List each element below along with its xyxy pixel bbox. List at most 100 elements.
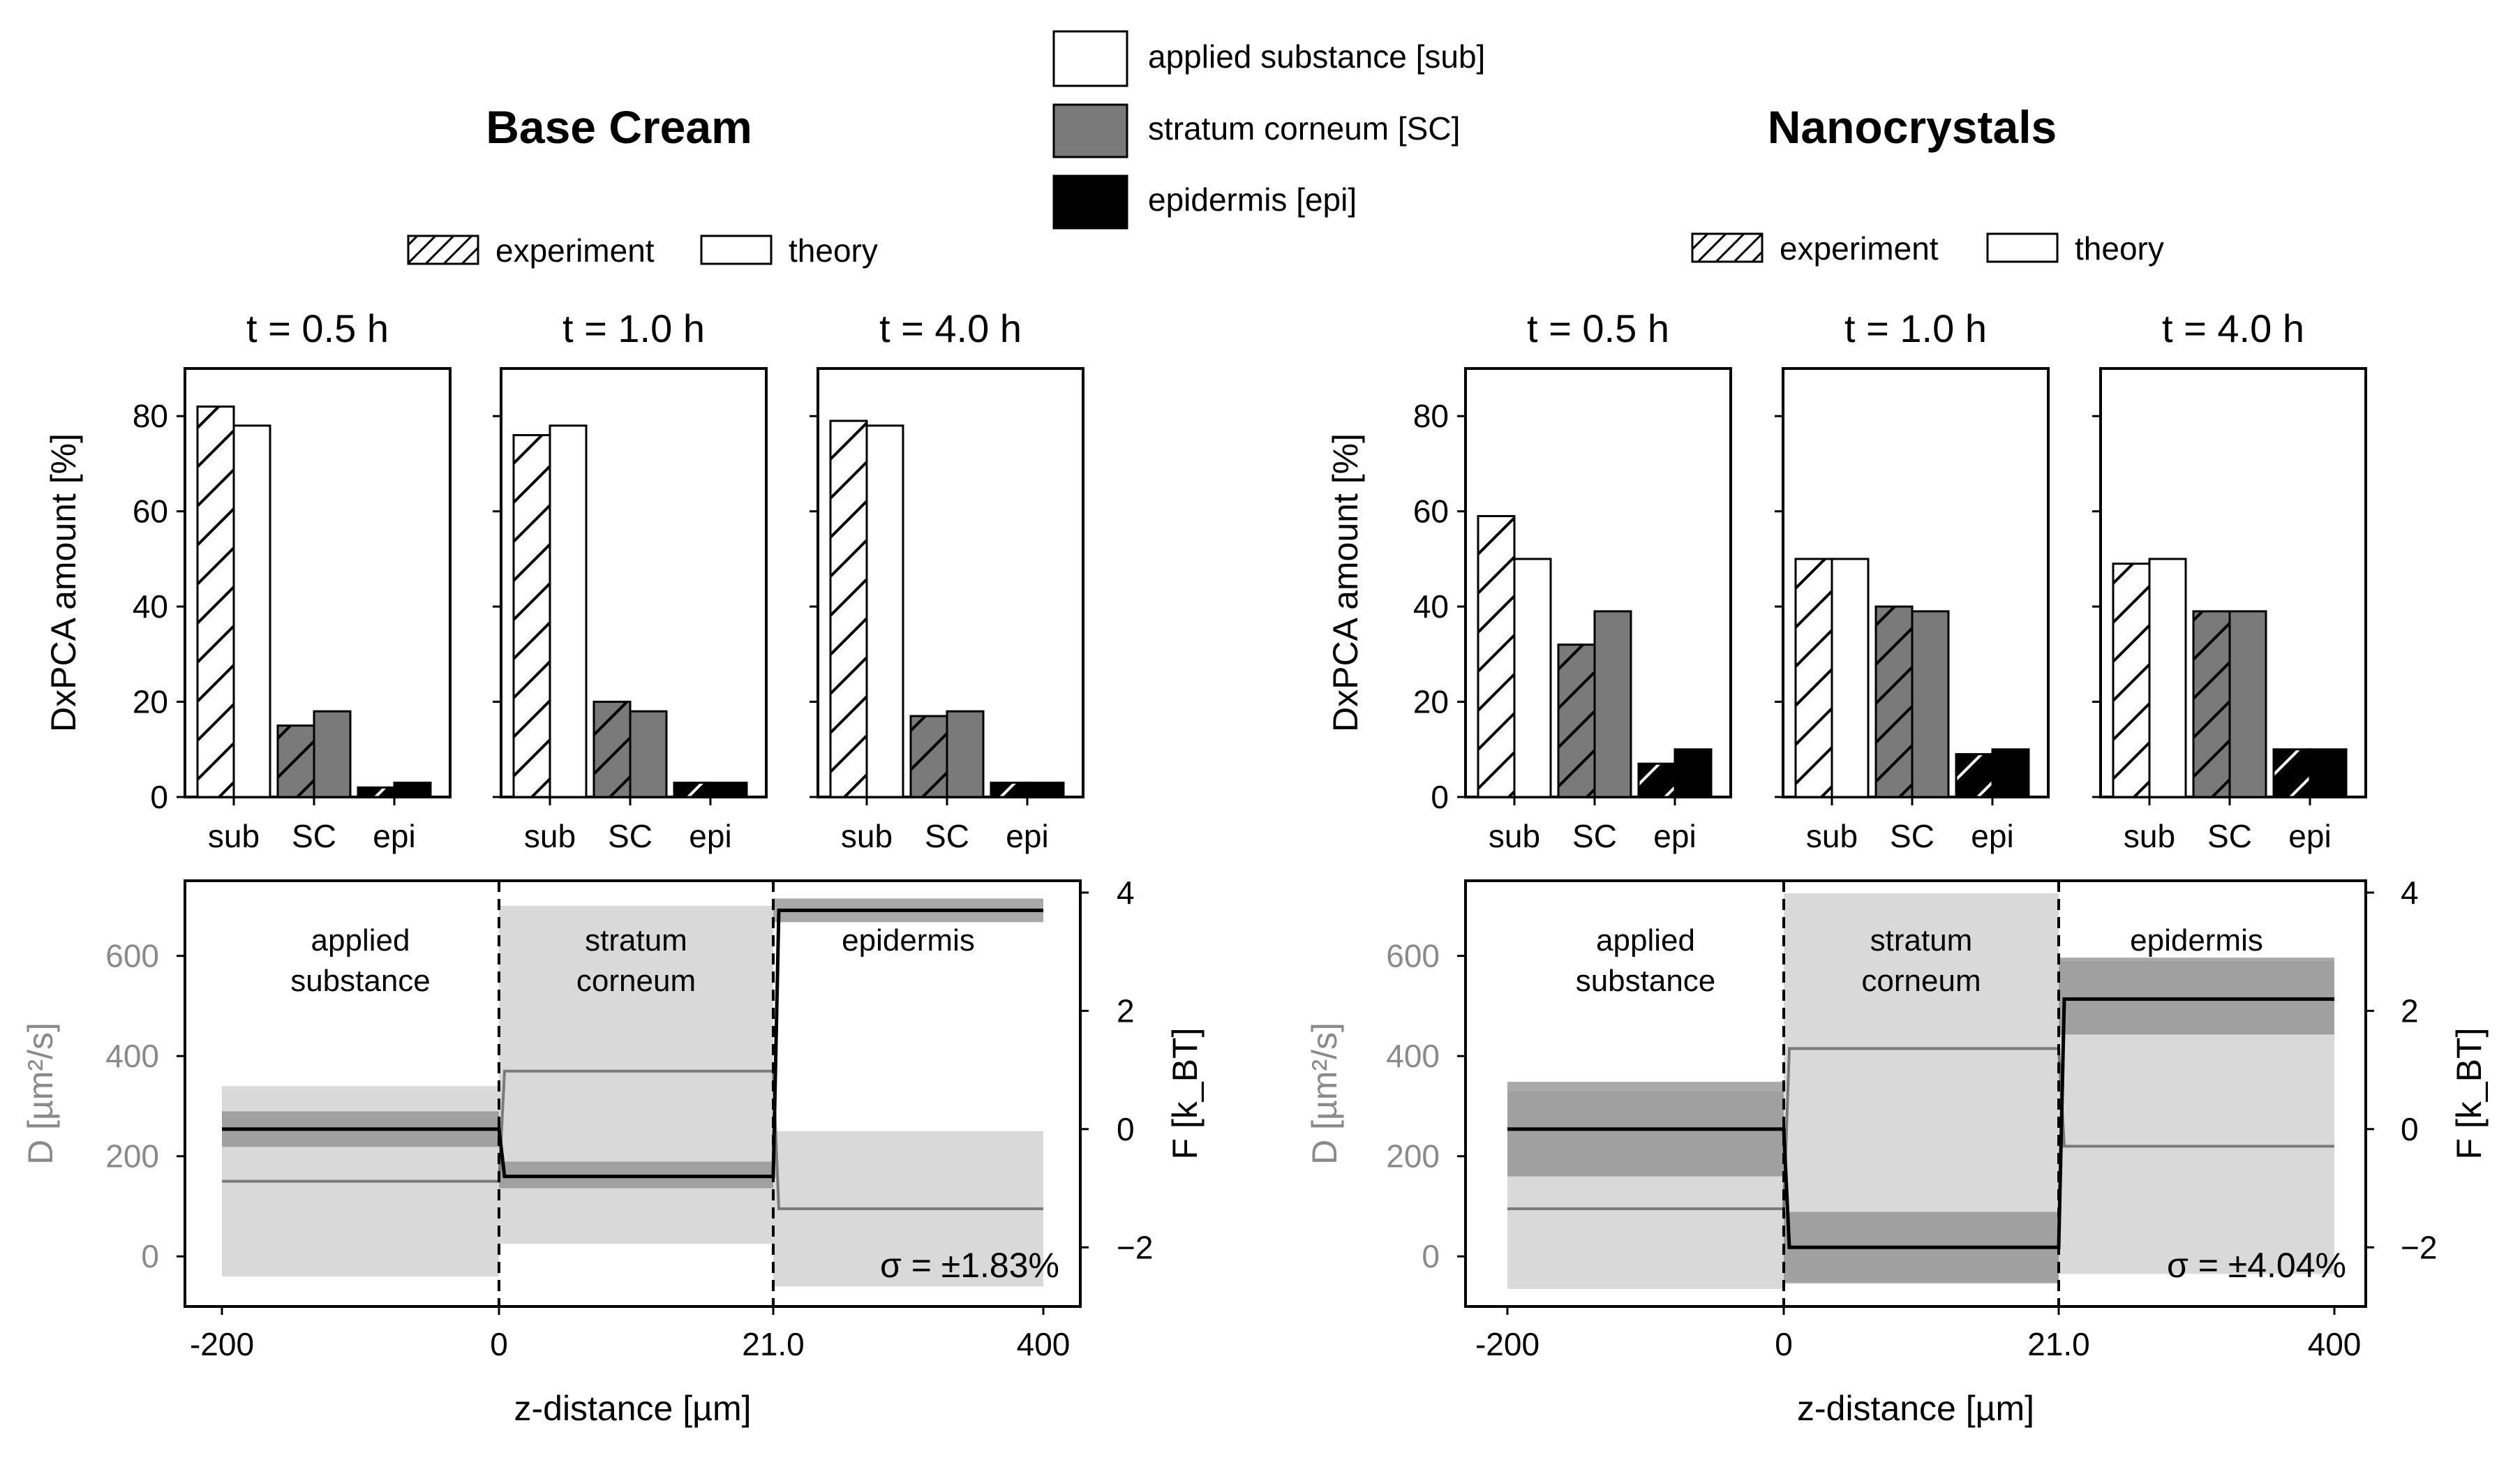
sigma-annotation: σ = ±4.04% [2167,1246,2346,1285]
bar-panel: t = 4.0 h sub SC epi [810,306,1084,854]
bar-theory [1911,610,1950,798]
profile-panel: applied substance stratum corneum epidermis 0… [1305,874,2489,1428]
y-tick-label: 0 [1431,779,1449,815]
bar-ylabel: DxPCA amount [%] [44,433,83,732]
x-tick-label: SC [608,818,653,854]
profile-frame [184,879,1082,1308]
x-tick-label: SC [925,818,969,854]
color-legend: applied substance [sub] stratum corneum … [1052,30,1485,230]
x-tick-label: sub [524,818,576,854]
bar-experiment [2112,563,2151,798]
bar-theory [946,710,985,798]
title-base-cream: Base Cream [486,101,752,153]
x-tick-label: epi [689,818,731,854]
left-tick-label: 600 [105,938,159,974]
legend-theory-label: theory [789,232,878,269]
legend-label-sc: stratum corneum [SC] [1148,110,1460,147]
bar-theory [1673,748,1713,798]
region-label: epidermis [842,923,975,958]
y-tick-label: 60 [133,493,168,530]
bar-experiment [357,786,396,798]
right-tick-label: −2 [1117,1229,1153,1265]
legend-theory-swatch [1986,232,2059,263]
x-tick-label: SC [292,818,336,854]
legend-theory-label: theory [2075,230,2164,267]
profile-frame [1464,879,2367,1308]
bar-theory [2148,558,2187,798]
bar-panel: t = 1.0 h sub SC epi [493,306,768,854]
x-tick-label: SC [1572,818,1617,854]
left-tick-label: 0 [1422,1238,1440,1274]
profile-panels: applied substance stratum corneum epidermis 0… [21,874,2489,1428]
x-tick-label: SC [2207,818,2252,854]
left-tick-label: 0 [141,1238,159,1274]
bar-panel: t = 1.0 h sub SC epi [1775,306,2050,854]
bar-theory [2309,748,2348,798]
bar-theory [232,424,271,798]
bar-experiment [1874,605,1914,798]
right-tick-label: −2 [2401,1229,2437,1265]
x-tick-label: -200 [1475,1326,1539,1362]
x-tick-label: sub [1489,818,1540,854]
x-tick-label: 0 [1775,1326,1793,1362]
x-tick-label: epi [373,818,415,854]
bar-theory [1831,558,1870,798]
bar-experiment [2192,610,2231,798]
bar-experiment [276,724,315,798]
x-tick-label: sub [841,818,893,854]
bar-experiment [196,405,235,798]
x-tick-label: sub [208,818,260,854]
d-mean-line [1507,1047,2334,1211]
bar-experiment [909,715,948,798]
region-label: stratum corneum [576,923,696,998]
bar-experiment [1557,643,1596,798]
bar-theory [2228,610,2267,798]
right-axis-label: F [k_BT] [2450,1028,2489,1160]
left-tick-label: 200 [105,1138,159,1175]
right-axis-label: F [k_BT] [1165,1028,1205,1160]
legend-swatch-sc [1052,103,1128,158]
d-mean-line [222,1069,1043,1211]
bar-theory [313,710,352,798]
legend-experiment-label: experiment [495,232,655,269]
left-axis-label: D [µm²/s] [21,1022,60,1165]
title-nanocrystals: Nanocrystals [1768,101,2057,153]
f-mean-line [1507,997,2334,1249]
bar-theory [1991,748,2030,798]
bar-experiment [1637,762,1676,798]
y-tick-label: 0 [150,779,168,815]
x-tick-label: epi [1653,818,1696,854]
bar-experiment [2272,748,2311,798]
legend-swatch-sub [1052,30,1128,87]
f-band [2059,958,2334,1035]
pattern-legend-right: experiment theory [1691,230,2164,267]
region-label: applied substance [1576,923,1716,998]
legend-experiment-swatch [407,234,479,265]
right-tick-label: 2 [2401,992,2419,1029]
bar-theory [865,424,904,798]
left-axis-label: D [µm²/s] [1305,1022,1344,1165]
x-axis-label: z-distance [µm] [514,1389,751,1428]
bar-experiment [592,701,632,798]
x-tick-label: sub [1806,818,1858,854]
x-tick-label: epi [2288,818,2331,854]
x-tick-label: 400 [1017,1326,1071,1362]
legend-label-epi: epidermis [epi] [1148,181,1357,218]
bar-theory [709,782,748,798]
legend-experiment-label: experiment [1780,230,1939,267]
x-tick-label: 0 [490,1326,508,1362]
bar-experiment [1794,558,1833,798]
x-axis-label: z-distance [µm] [1797,1389,2034,1428]
right-tick-label: 0 [2401,1111,2419,1147]
x-tick-label: sub [2124,818,2175,854]
region-label: epidermis [2130,923,2263,958]
x-tick-label: SC [1890,818,1934,854]
right-tick-label: 4 [2401,874,2419,911]
panel-title: t = 4.0 h [2162,306,2304,350]
profile-panel: applied substance stratum corneum epidermis 0… [21,874,1205,1428]
pattern-legend-left: experiment theory [407,232,878,269]
x-tick-label: -200 [190,1326,254,1362]
panel-title: t = 1.0 h [1844,306,1987,350]
f-mean-line [222,908,1043,1179]
